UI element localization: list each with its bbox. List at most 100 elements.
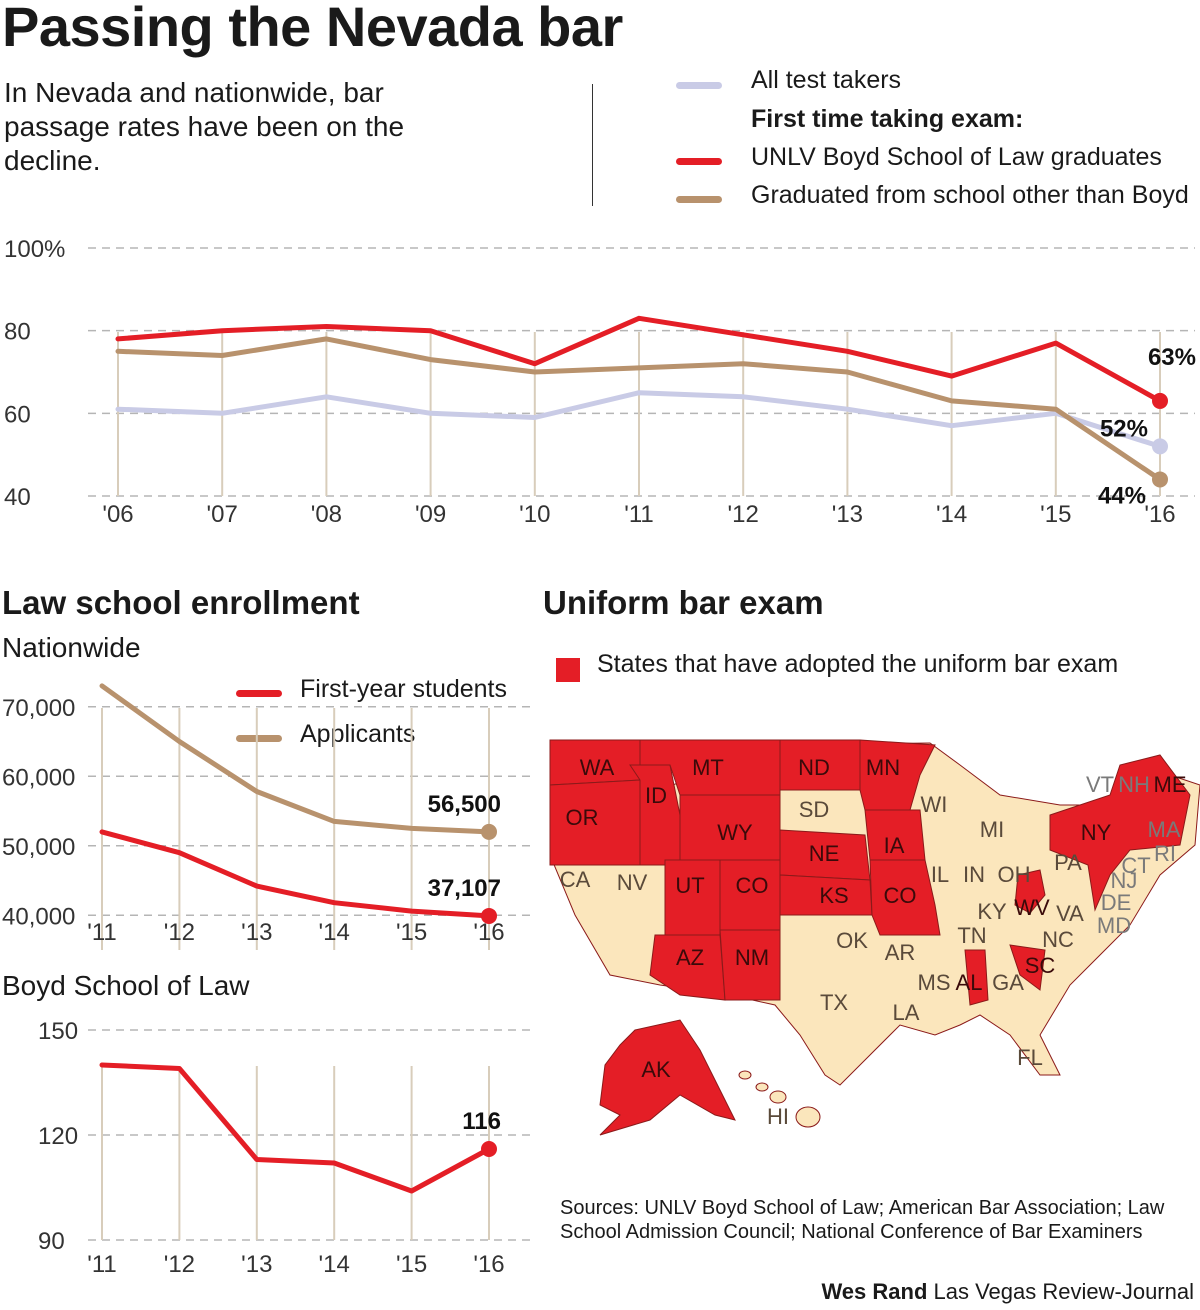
us-map: WA MT ND MN OR ID WY SD WI MI NE IA CA NV UT CO KS CO IL IN… [549, 739, 1200, 1136]
state-al [964, 949, 989, 1006]
series-line [99, 829, 492, 919]
x-tick-label: '11 [87, 919, 117, 946]
state-label-ky: KY [977, 899, 1007, 924]
data-label: 37,107 [428, 875, 501, 902]
legend-swatch-unlv [676, 158, 722, 165]
state-label-sd: SD [799, 797, 830, 822]
state-label-ne: NE [809, 841, 840, 866]
y-tick-label: 120 [38, 1123, 78, 1150]
state-label-oh: OH [998, 862, 1031, 887]
ube-legend-label: States that have adopted the uniform bar… [597, 650, 1119, 678]
data-label: 56,500 [428, 791, 501, 818]
legend-swatch-first-year [236, 690, 282, 697]
x-tick-label: '15 [1040, 501, 1071, 528]
state-ny-ne [1049, 754, 1191, 912]
data-label: 52% [1100, 415, 1148, 442]
x-tick-label: '13 [241, 1251, 272, 1278]
legend-heading-first-time: First time taking exam: [751, 105, 1024, 133]
ube-heading: Uniform bar exam [543, 584, 824, 621]
legend-label-first-year: First-year students [300, 675, 508, 703]
passage-rate-chart: 100% 80 60 40 '06 '07 '08 '09 '10 '11 '12 '13 '14 '15… [4, 236, 1196, 528]
y-tick-label: 60 [4, 401, 31, 428]
state-label-sc: SC [1025, 953, 1056, 978]
state-label-me: ME [1154, 772, 1187, 797]
x-tick-label: '13 [832, 501, 863, 528]
state-label-ri: RI [1154, 841, 1176, 866]
state-label-nc: NC [1042, 927, 1074, 952]
state-label-wv: WV [1014, 895, 1050, 920]
state-label-mt: MT [692, 755, 724, 780]
state-label-ga: GA [992, 970, 1024, 995]
state-ak [599, 1019, 736, 1136]
state-label-wa: WA [580, 755, 615, 780]
state-label-md: MD [1097, 913, 1131, 938]
y-tick-label: 40,000 [2, 903, 75, 930]
data-label: 116 [462, 1108, 501, 1135]
state-label-ut: UT [675, 873, 704, 898]
state-label-ks: KS [819, 883, 848, 908]
state-label-ca: CA [560, 867, 591, 892]
x-tick-label: '12 [164, 919, 195, 946]
nationwide-label: Nationwide [2, 632, 141, 663]
state-label-ct: CT [1121, 853, 1150, 878]
x-tick-label: '16 [1144, 501, 1175, 528]
series-line [99, 683, 492, 835]
boyd-chart: 150 120 90 '11 '12 '13 '14 '15 '16 116 [38, 1018, 530, 1278]
x-tick-label: '14 [319, 919, 350, 946]
y-tick-label: 60,000 [2, 764, 75, 791]
x-tick-label: '16 [473, 919, 504, 946]
state-label-ok: OK [836, 928, 868, 953]
state-label-pa: PA [1054, 850, 1082, 875]
enrollment-heading: Law school enrollment [2, 584, 360, 621]
y-tick-label: 80 [4, 319, 31, 346]
state-label-ar: AR [885, 940, 916, 965]
legend-swatch-all [676, 82, 722, 89]
state-mo [869, 859, 941, 936]
y-tick-label: 150 [38, 1018, 78, 1045]
credit-author: Wes Rand [821, 1279, 928, 1304]
state-nm [719, 929, 781, 1001]
state-label-or: OR [566, 805, 599, 830]
legend-label-all: All test takers [751, 66, 902, 94]
series-end-marker [1152, 392, 1168, 409]
ube-legend-swatch [556, 658, 580, 682]
nationwide-chart: 70,000 60,000 50,000 40,000 '11 '12 '13 '14 '15 '… [2, 683, 530, 950]
legend-divider [592, 84, 593, 206]
legend-label-unlv: UNLV Boyd School of Law graduates [751, 143, 1162, 171]
state-label-co: CO [736, 873, 769, 898]
state-label-ak: AK [641, 1057, 671, 1082]
legend-label-other: Graduated from school other than Boyd [751, 181, 1189, 209]
series-end-marker [481, 907, 497, 924]
state-label-tn: TN [957, 923, 986, 948]
state-label-az: AZ [676, 945, 704, 970]
data-label: 44% [1098, 482, 1146, 509]
state-label-ia: IA [884, 833, 905, 858]
state-label-wi: WI [921, 792, 948, 817]
state-label-va: VA [1056, 901, 1084, 926]
x-tick-label: '15 [396, 919, 427, 946]
sources-note: Sources: UNLV Boyd School of Law; Americ… [560, 1197, 1165, 1243]
y-tick-label: 70,000 [2, 695, 75, 722]
state-label-il: IL [931, 862, 949, 887]
state-label-vt: VT [1086, 772, 1114, 797]
state-label-de: DE [1101, 890, 1132, 915]
state-label-mi: MI [980, 817, 1004, 842]
legend-swatch-other [676, 196, 722, 203]
series-line [99, 1062, 492, 1194]
state-label-hi: HI [767, 1104, 789, 1129]
series-line [115, 315, 1163, 404]
boyd-label: Boyd School of Law [2, 970, 250, 1001]
legend-label-applicants: Applicants [300, 720, 416, 748]
state-label-nm: NM [735, 945, 769, 970]
x-tick-label: '11 [624, 501, 654, 528]
state-label-co: CO [884, 883, 917, 908]
x-tick-label: '14 [936, 501, 967, 528]
legend-swatch-applicants [236, 735, 282, 742]
x-tick-label: '06 [102, 501, 133, 528]
state-label-ms: MS [918, 970, 951, 995]
x-tick-label: '10 [519, 501, 550, 528]
state-az [649, 934, 726, 1001]
state-hi [738, 1070, 821, 1128]
state-label-in: IN [963, 862, 985, 887]
state-label-wy: WY [717, 820, 753, 845]
